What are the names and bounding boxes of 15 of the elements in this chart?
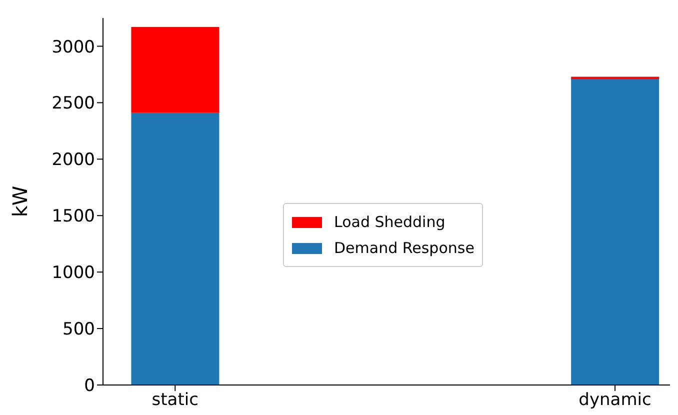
y-tick-label: 0 bbox=[84, 376, 95, 396]
y-tick-label: 500 bbox=[62, 320, 95, 340]
y-tick-label: 2000 bbox=[52, 150, 95, 170]
bar bbox=[131, 27, 220, 113]
bar bbox=[131, 112, 220, 385]
bar bbox=[571, 78, 660, 385]
legend-label: Demand Response bbox=[334, 239, 474, 257]
y-axis-title: kW bbox=[8, 186, 32, 218]
y-tick-label: 2500 bbox=[52, 94, 95, 114]
y-tick-label: 1000 bbox=[52, 263, 95, 284]
y-tick-label: 3000 bbox=[52, 37, 95, 58]
legend-label: Load Shedding bbox=[334, 213, 446, 231]
x-tick-label: static bbox=[152, 390, 198, 410]
y-tick-label: 1500 bbox=[52, 206, 95, 227]
x-tick-label: dynamic bbox=[578, 390, 652, 410]
